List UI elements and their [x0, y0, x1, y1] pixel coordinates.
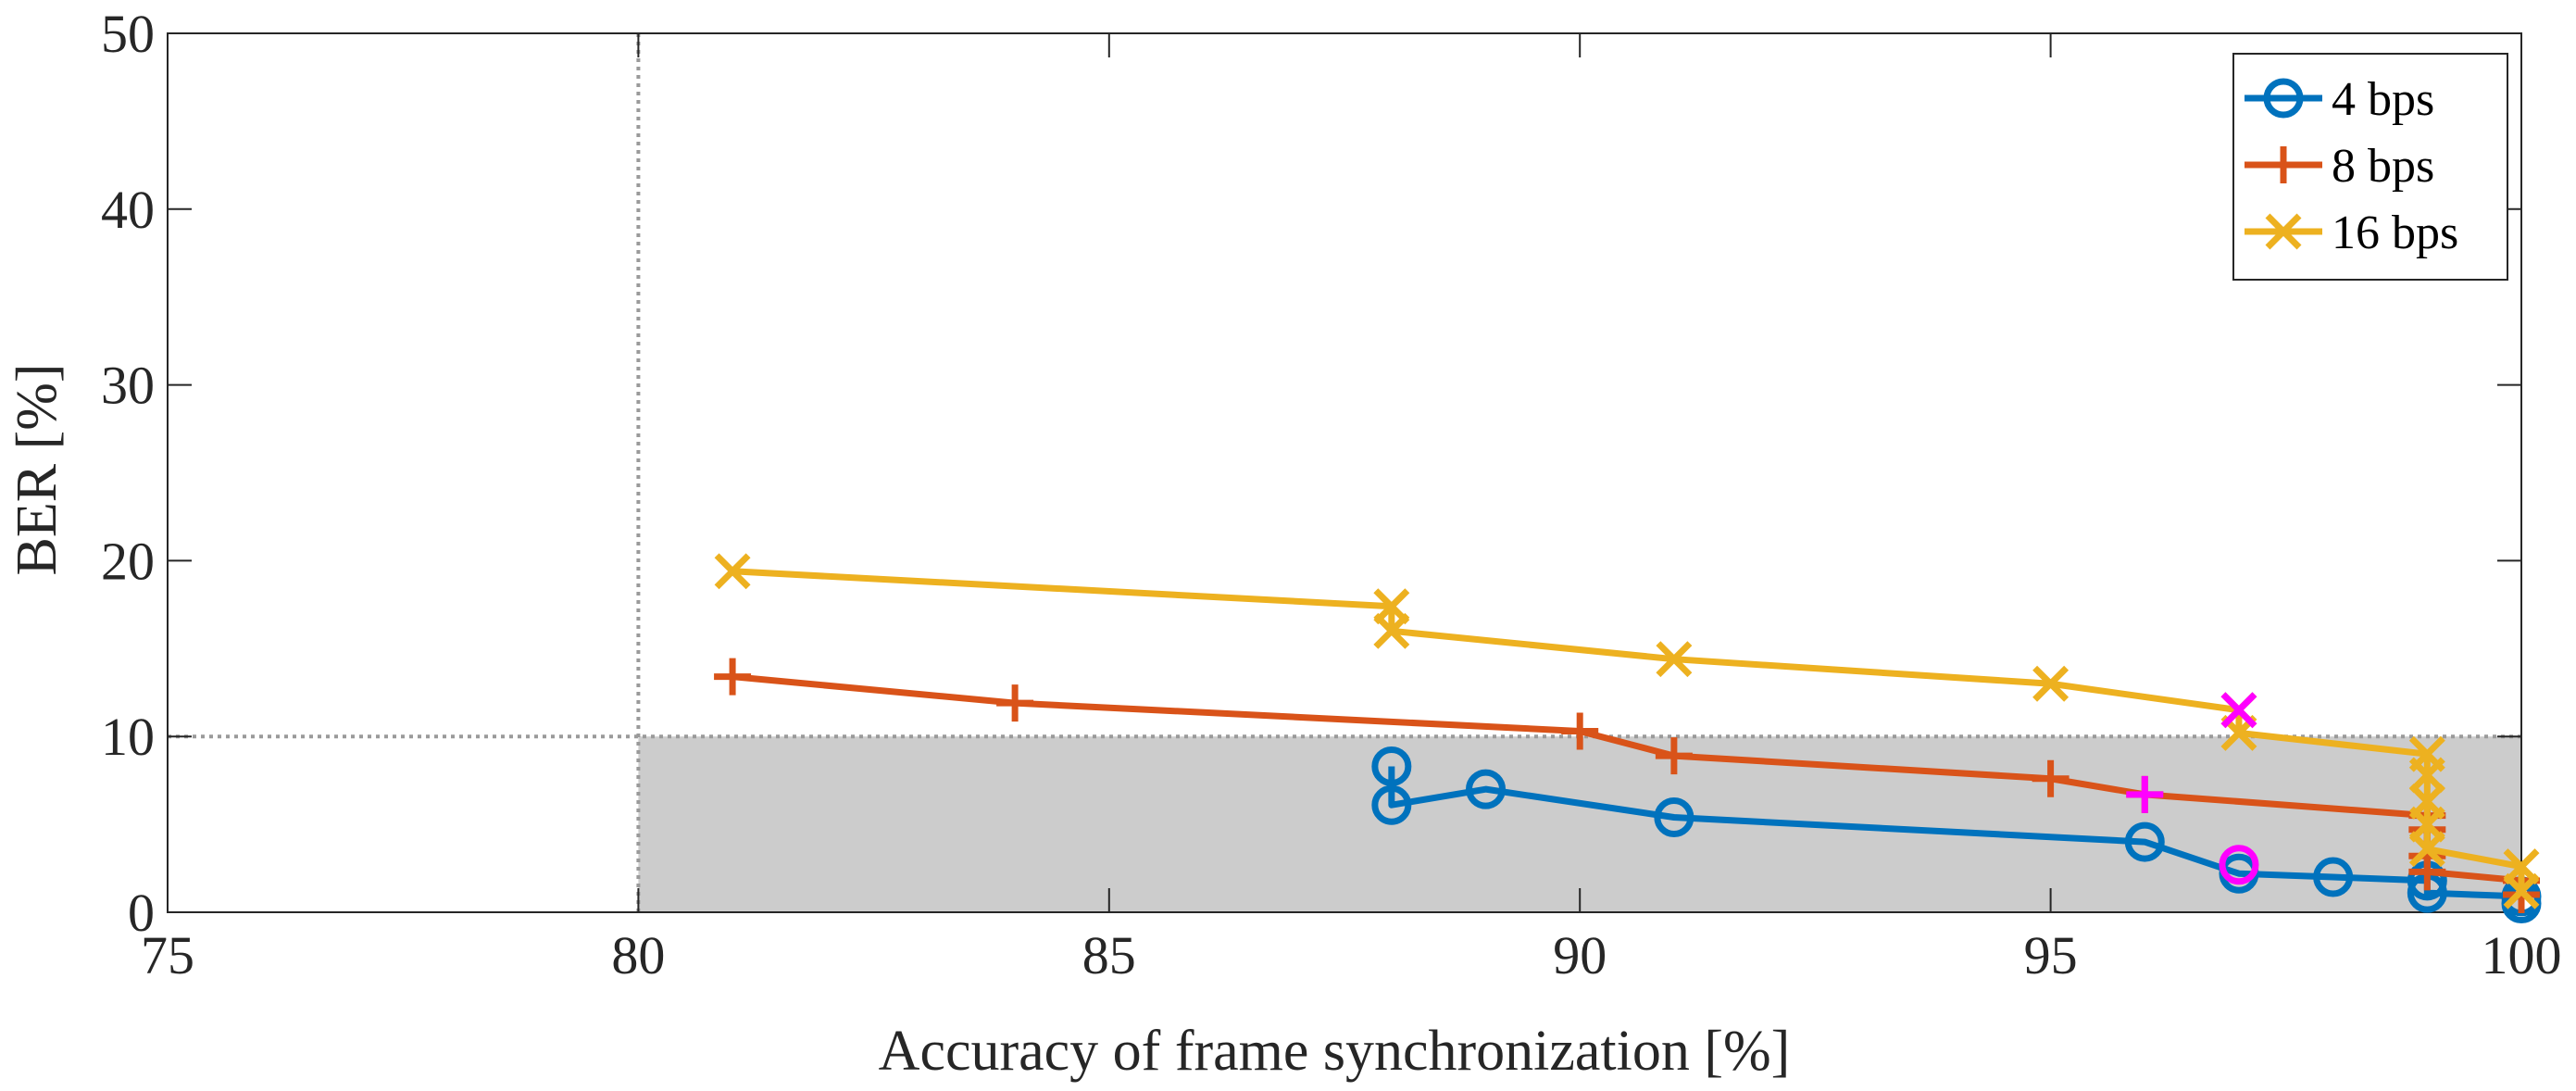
data-point-4-bps: [2124, 821, 2165, 862]
data-point-8-bps: [714, 658, 752, 696]
data-point-8-bps: [2408, 853, 2446, 891]
series-layer: [714, 553, 2542, 924]
legend-marker-4-bps: [2263, 78, 2304, 119]
x-axis-title: Accuracy of frame synchronization [%]: [879, 1020, 1791, 1083]
x-tick-label: 100: [2482, 925, 2562, 985]
data-point-8-bps: [1655, 737, 1693, 775]
data-point-16-bps: [714, 553, 751, 590]
x-tick-label: 85: [1082, 925, 1136, 985]
data-point-4-bps: [2313, 857, 2354, 897]
data-point-4-bps: [1654, 797, 1694, 838]
data-point-4-bps: [1466, 769, 1507, 809]
y-tick-label: 50: [101, 4, 155, 64]
series-16-bps: [714, 553, 2540, 909]
shaded-acceptable-region: [638, 736, 2521, 912]
data-point-16-bps: [1373, 612, 1410, 649]
tick-labels-layer: 75 80 85 90 95 100 0 10 20 30 40 50: [101, 4, 2562, 985]
data-point-8-bps: [2032, 759, 2070, 797]
y-tick-label: 20: [101, 531, 155, 591]
legend: 4 bps 8 bps 16 bps: [2232, 53, 2508, 281]
legend-label-4-bps: 4 bps: [2332, 73, 2434, 126]
y-tick-label: 30: [101, 356, 155, 416]
highlight-point-4-bps: [2219, 845, 2259, 885]
legend-label-16-bps: 16 bps: [2332, 207, 2458, 259]
data-point-16-bps: [2503, 872, 2540, 909]
x-tick-label: 90: [1553, 925, 1607, 985]
data-point-16-bps: [1656, 641, 1693, 678]
plot-frame: [167, 32, 2522, 913]
series-line-4-bps: [1388, 766, 2525, 904]
y-tick-label: 40: [101, 180, 155, 240]
y-tick-label: 0: [128, 883, 155, 943]
x-tick-label: 80: [611, 925, 665, 985]
data-point-8-bps: [996, 684, 1034, 722]
data-point-16-bps: [2032, 665, 2070, 702]
highlight-point-16-bps: [2220, 692, 2257, 729]
highlight-markers-layer: [2126, 692, 2259, 885]
highlight-point-8-bps: [2126, 775, 2164, 813]
legend-marker-8-bps: [2265, 146, 2302, 183]
shaded-region-layer: [638, 736, 2521, 912]
data-point-16-bps: [2408, 757, 2445, 794]
x-tick-label: 75: [141, 925, 194, 985]
y-axis-title: BER [%]: [6, 363, 69, 575]
legend-label-8-bps: 8 bps: [2332, 140, 2434, 193]
data-point-4-bps: [1371, 746, 1412, 786]
data-point-8-bps: [1561, 712, 1599, 750]
legend-marker-16-bps: [2265, 213, 2302, 250]
x-tick-label: 95: [2024, 925, 2078, 985]
data-point-4-bps: [1371, 784, 1412, 825]
threshold-lines-layer: [168, 33, 2521, 912]
data-point-16-bps: [2408, 831, 2445, 868]
y-tick-label: 10: [101, 707, 155, 767]
